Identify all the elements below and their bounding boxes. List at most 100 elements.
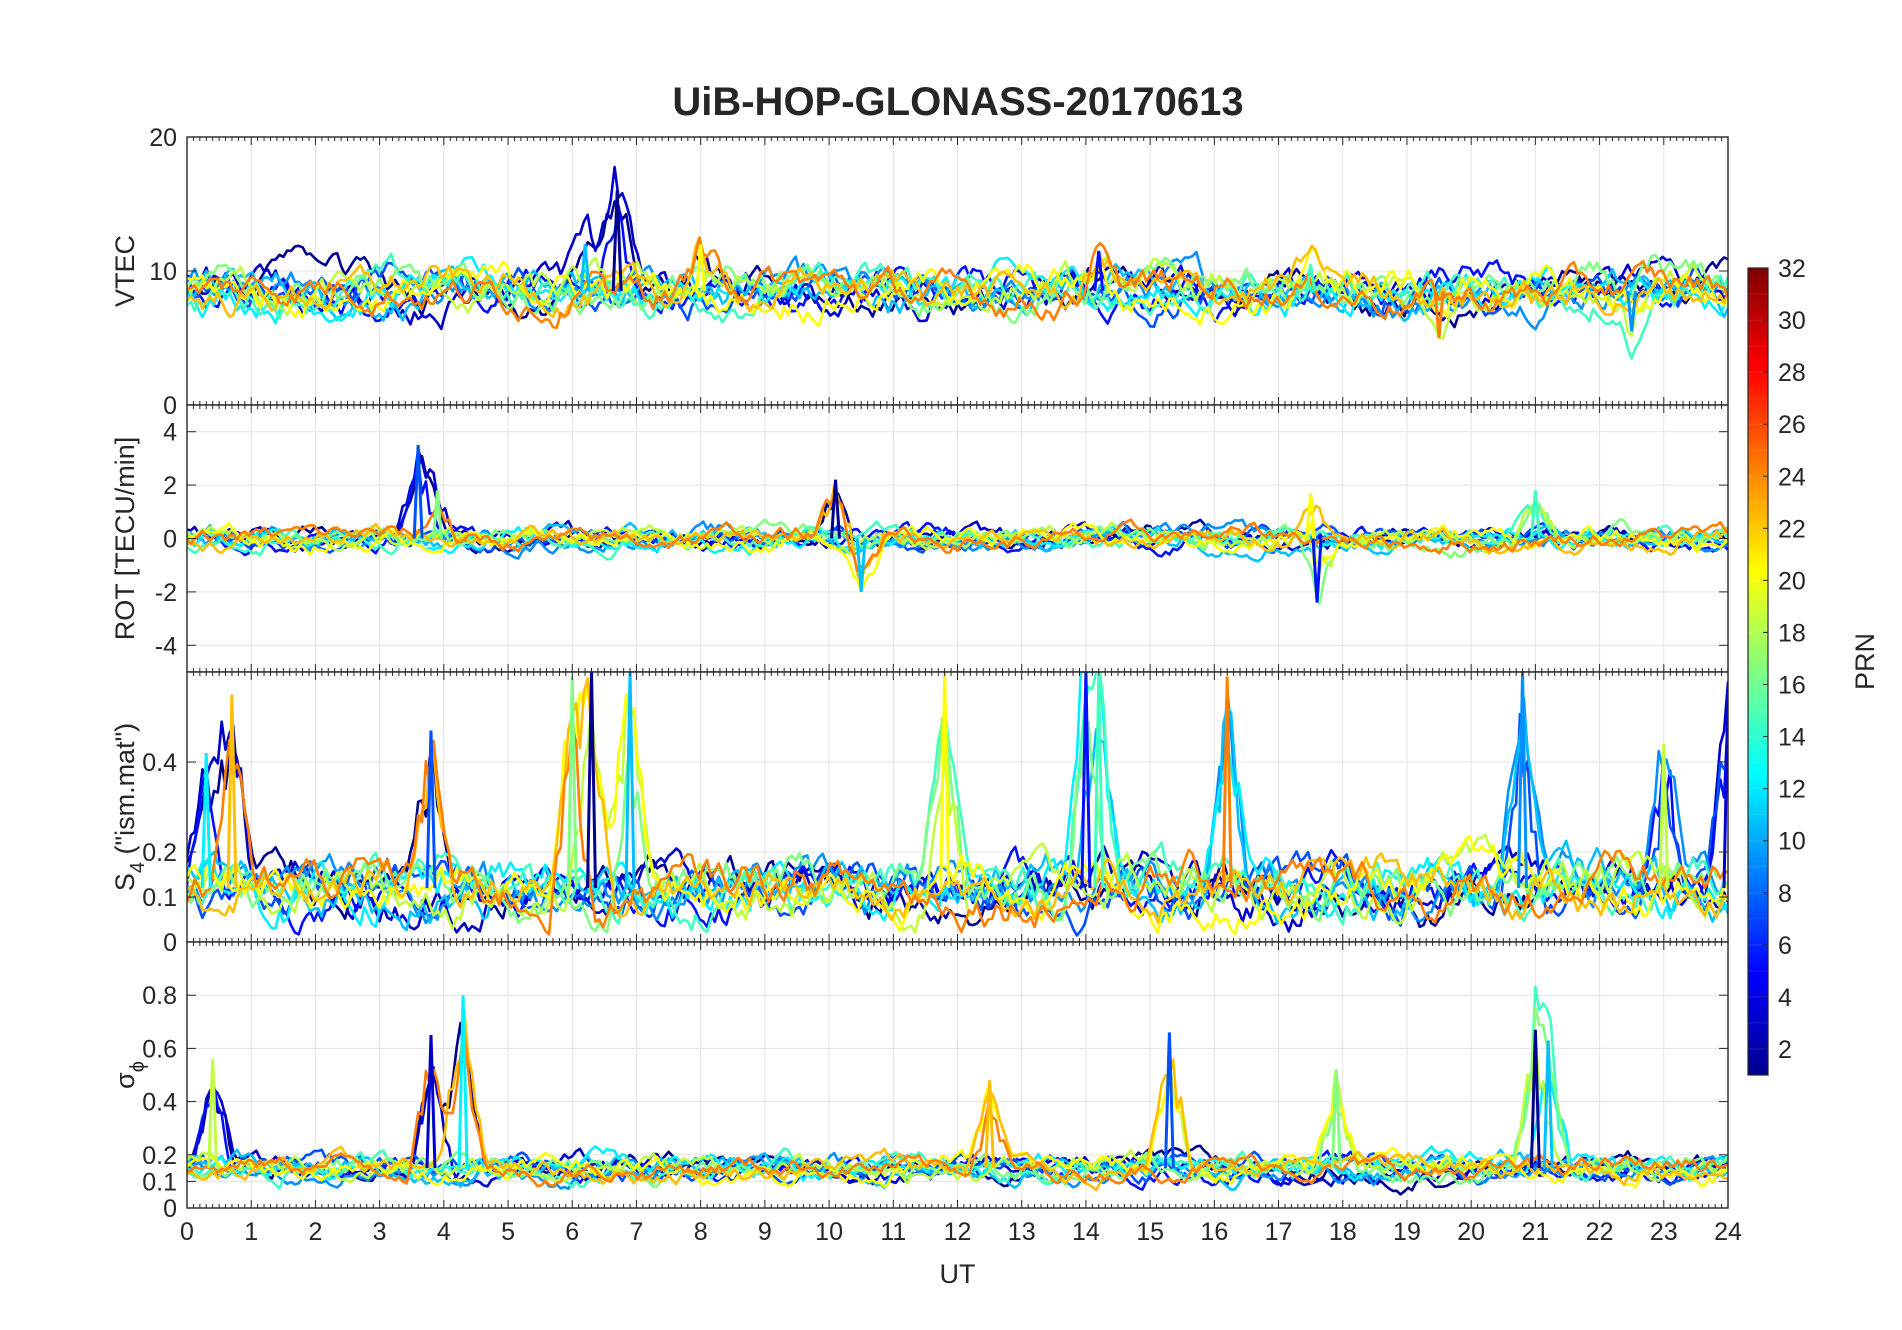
y-tick-label: 20 [149, 124, 177, 152]
colorbar-frame [1747, 267, 1769, 1076]
x-tick-label: 1 [244, 1218, 258, 1246]
colorbar-tick-label: 30 [1778, 307, 1806, 335]
peak-point [1529, 490, 1541, 539]
x-tick-label: 9 [758, 1218, 772, 1246]
colorbar-tick-label: 22 [1778, 515, 1806, 543]
series-line-prn-18-s4 [187, 696, 1728, 934]
y-tick-label: 10 [149, 258, 177, 286]
x-tick-label: 12 [944, 1218, 972, 1246]
y-tick-label: 0 [163, 526, 177, 554]
series-line-prn-16-sigma [187, 1006, 1728, 1188]
series-group-vtec [187, 165, 1728, 360]
peak-point [1330, 1069, 1342, 1169]
panel-sigma: 00.10.2 0.4 0.6 0.8 σϕ [110, 941, 1729, 1223]
y-tick-label: 0.2 [142, 839, 177, 867]
peak-point [1093, 676, 1105, 889]
y-tick-label: -2 [155, 579, 177, 607]
y-tick-label: 0.4 [142, 749, 177, 777]
chart-title: UiB-HOP-GLONASS-20170613 [672, 80, 1243, 124]
peak-point [1093, 250, 1105, 292]
y-tick-label: 0.4 [142, 1089, 177, 1117]
y-tick-label: 2 [163, 472, 177, 500]
series-line-prn-20-sigma [187, 1070, 1728, 1189]
series-line-prn-24-vtec [187, 236, 1728, 330]
x-tick-label: 2 [308, 1218, 322, 1246]
colorbar-label: PRN [1850, 633, 1880, 690]
x-tick-label: 23 [1650, 1218, 1678, 1246]
x-tick-label: 0 [180, 1218, 194, 1246]
colorbar-tick-label: 6 [1778, 932, 1792, 960]
series-line-prn-22-vtec [187, 235, 1728, 319]
peak-point [425, 730, 437, 889]
colorbar-tick-label: 10 [1778, 828, 1806, 856]
peak-point [830, 479, 842, 539]
series-line-prn-24-rot [187, 496, 1728, 573]
series-line-prn-24-sigma [187, 1033, 1728, 1188]
x-tick-label: 21 [1521, 1218, 1549, 1246]
peak-point [1221, 676, 1233, 889]
peak-point [855, 538, 867, 593]
series-line-prn-22-sigma [187, 1009, 1728, 1192]
colorbar-tick-label: 20 [1778, 567, 1806, 595]
series-group-rot [187, 444, 1728, 606]
series-line-prn-22-rot [187, 484, 1728, 582]
x-tick-label: 7 [630, 1218, 644, 1246]
peak-point [939, 672, 951, 889]
x-tick-label: 10 [815, 1218, 843, 1246]
peak-point [1658, 743, 1670, 889]
x-axis-label: UT [940, 1259, 976, 1289]
y-axis-label-sigma: σϕ [110, 1061, 149, 1089]
peak-point [1163, 1032, 1175, 1169]
x-tick-label: 17 [1265, 1218, 1293, 1246]
y-axis-label-rot: ROT [TECU/min] [110, 437, 140, 641]
x-tick-label: 24 [1714, 1218, 1742, 1246]
peak-point [1517, 672, 1529, 889]
y-tick-label: 0.1 [142, 1168, 177, 1196]
series-group-s4 [187, 672, 1728, 937]
y-tick-label: 0.6 [142, 1035, 177, 1063]
peak-point [412, 444, 424, 539]
peak-point [695, 244, 707, 292]
peak-point [1305, 492, 1317, 539]
peak-point [1722, 694, 1728, 889]
x-tick-label: 16 [1200, 1218, 1228, 1246]
panel-vtec: 0 10 20 VTEC [110, 124, 1729, 420]
peak-point [1433, 290, 1445, 339]
peak-point [226, 694, 238, 889]
x-tick-label: 18 [1329, 1218, 1357, 1246]
peak-point [1080, 672, 1092, 889]
series-group-sigma [187, 985, 1728, 1196]
x-axis: 0 1 2 3 4 5 6 7 8 9 10 11 12 13 14 15 16 17 18 19 20 21 22 23 24… [180, 1218, 1742, 1289]
panel-rot: -4 -2 0 2 4 ROT [TECU/min] [110, 404, 1729, 673]
peak-point [1305, 264, 1317, 292]
x-tick-label: 3 [373, 1218, 387, 1246]
colorbar-tick-label: 4 [1778, 984, 1792, 1012]
colorbar-tick-label: 14 [1778, 724, 1806, 752]
y-tick-label: 0 [163, 1195, 177, 1223]
peak-point [1626, 290, 1638, 332]
colorbar-tick-label: 12 [1778, 776, 1806, 804]
colorbar-gradient [1748, 268, 1768, 1075]
peak-point [611, 190, 623, 292]
x-tick-label: 8 [694, 1218, 708, 1246]
peak-point [207, 1058, 219, 1169]
colorbar-tick-label: 8 [1778, 880, 1792, 908]
colorbar-tick-label: 26 [1778, 411, 1806, 439]
y-axis-label-vtec: VTEC [110, 235, 140, 307]
y-axis-label-s4: S4 ("ism.mat") [110, 723, 149, 891]
x-tick-label: 6 [565, 1218, 579, 1246]
peak-point [579, 244, 591, 292]
x-tick-label: 5 [501, 1218, 515, 1246]
peak-point [586, 672, 598, 889]
x-tick-label: 19 [1393, 1218, 1421, 1246]
colorbar-tick-label: 18 [1778, 619, 1806, 647]
x-tick-label: 15 [1136, 1218, 1164, 1246]
peak-point [984, 1080, 996, 1169]
y-tick-label: 0.8 [142, 982, 177, 1010]
colorbar-tick-label: 24 [1778, 463, 1806, 491]
peak-point [457, 995, 469, 1169]
colorbar-tick-label: 2 [1778, 1036, 1792, 1064]
x-tick-label: 11 [880, 1218, 906, 1246]
y-tick-label: 4 [163, 419, 177, 447]
